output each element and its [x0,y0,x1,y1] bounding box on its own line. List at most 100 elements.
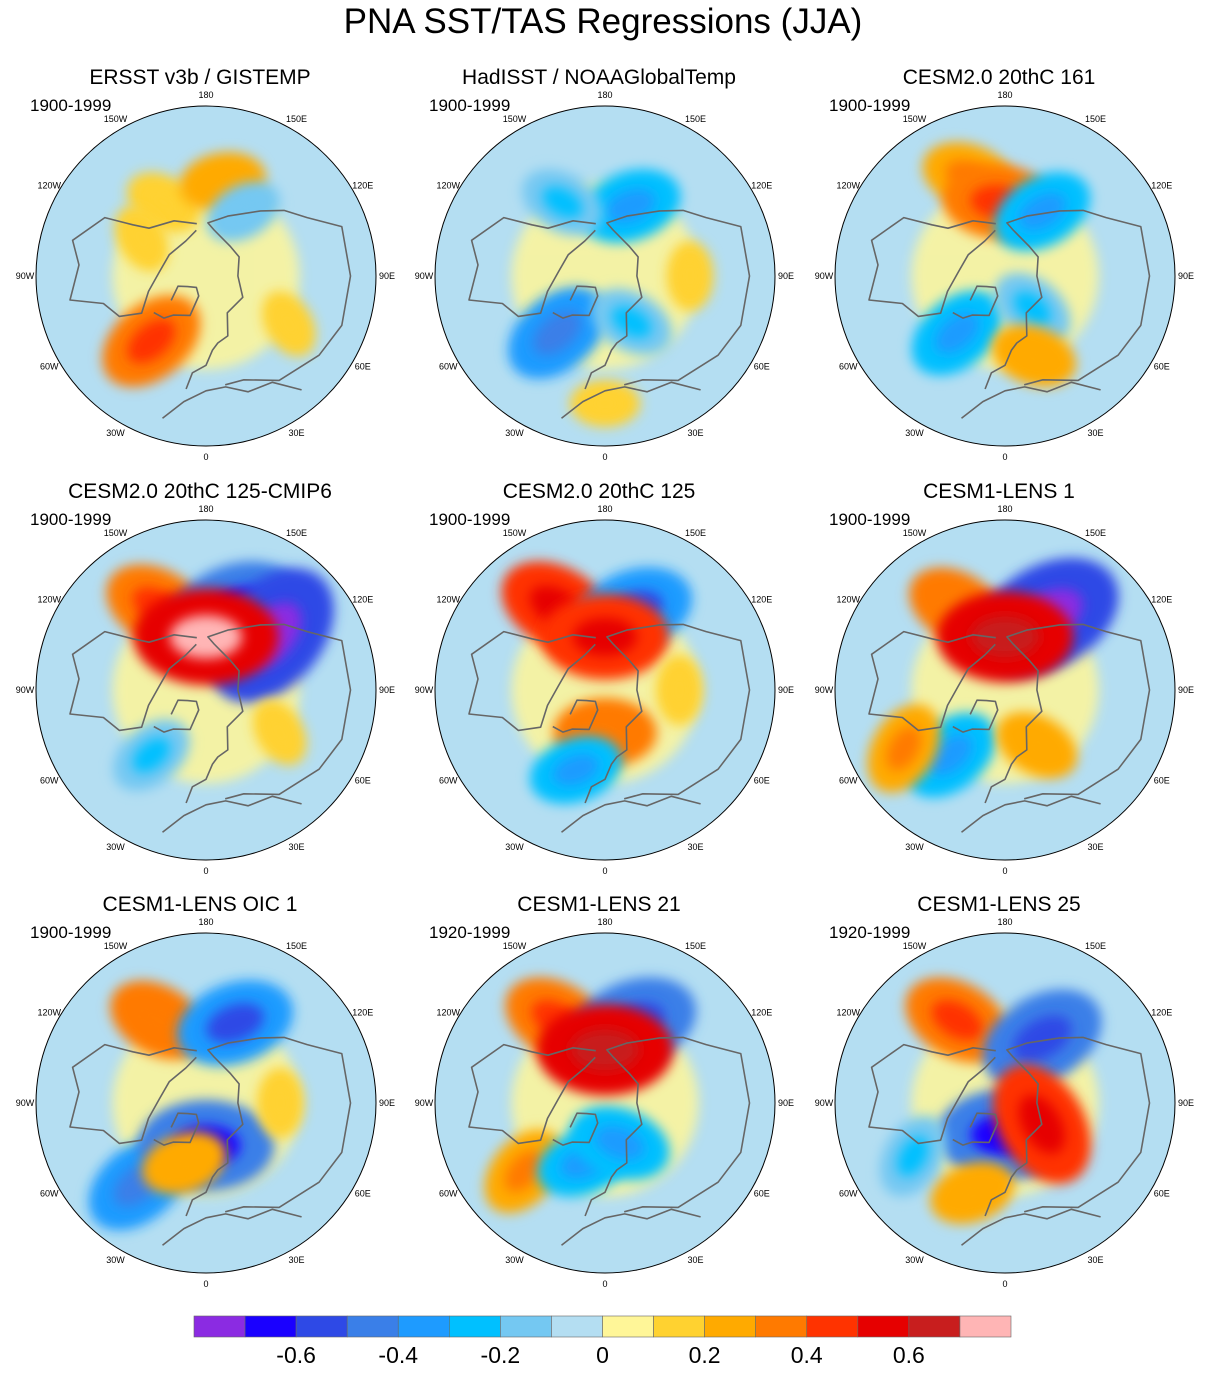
colorbar-swatch [449,1315,501,1338]
longitude-label: 120W [836,595,860,605]
anomaly-core [206,1003,264,1043]
longitude-label: 120W [436,595,460,605]
panel-period: 1900-1999 [30,923,112,942]
anomaly-core [1013,291,1051,326]
longitude-label: 90W [16,1098,35,1108]
anomaly-core [570,1029,640,1071]
longitude-label: 180 [997,90,1012,100]
panel-title: CESM1-LENS 21 [517,893,681,916]
longitude-label: 90E [379,271,395,281]
anomaly-core [605,189,656,224]
longitude-label: 0 [203,1279,208,1289]
longitude-label: 30E [687,1255,703,1265]
anomaly-core [587,392,623,415]
panel-title: CESM2.0 20thC 125 [502,480,696,503]
anomaly-core [1018,192,1066,231]
colorbar-tick-label: 0.4 [791,1342,823,1368]
longitude-label: 90E [1178,1098,1194,1108]
longitude-label: 120E [352,1008,373,1018]
panel-period: 1900-1999 [429,510,511,529]
coastline [153,1112,200,1146]
longitude-label: 120W [836,1008,860,1018]
longitude-label: 30W [106,1255,125,1265]
colorbar-swatch [244,1315,297,1338]
longitude-label: 120W [37,1008,61,1018]
panel-title: CESM2.0 20thC 161 [902,66,1096,89]
longitude-label: 60W [439,1189,458,1199]
longitude-label: 120E [751,181,772,191]
colorbar-swatch [602,1315,654,1338]
panel-period: 1900-1999 [30,510,112,529]
coastline [561,795,701,833]
longitude-label: 150E [286,941,307,951]
colorbar-swatch [704,1315,756,1338]
anomaly-core [1013,341,1055,371]
longitude-label: 90W [815,1098,834,1108]
longitude-label: 30W [905,428,924,438]
anomaly-core [935,312,980,354]
coastline [952,699,999,733]
longitude-label: 120W [37,595,61,605]
coastline [961,381,1101,419]
coastline [468,1043,596,1145]
longitude-label: 180 [597,917,612,927]
map-panel: CESM1-LENS 1 180 150E 120E 90E 60E 30E 0 30W 60W 9… [799,480,1199,892]
coastline [552,285,599,319]
anomaly-core [668,672,690,708]
longitude-label: 90E [778,1098,794,1108]
longitude-label: 180 [997,504,1012,514]
longitude-label: 90W [415,1098,434,1108]
longitude-label: 90W [415,271,434,281]
map-boundary [434,932,776,1274]
longitude-label: 0 [203,452,208,462]
coastline [468,630,596,732]
panel-title: CESM1-LENS 25 [917,893,1081,916]
anomaly-core [132,737,171,773]
colorbar-swatch [857,1315,910,1338]
longitude-label: 90W [815,685,834,695]
map-boundary [35,519,377,861]
longitude-label: 30E [288,428,304,438]
anomaly-core [134,1001,182,1039]
map-boundary [834,519,1176,861]
anomaly-core [269,1085,291,1121]
map-boundary [35,932,377,1274]
map-panel: HadISST / NOAAGlobalTemp 180 150E 120E 90E 60… [399,66,799,478]
anomaly-core [163,1148,206,1178]
panel-title: CESM1-LENS 1 [923,480,1075,503]
polar-map: 180 150E 120E 90E 60E 30E 0 30W 60W 90W 120W 150W [815,90,1194,462]
longitude-label: 150W [503,114,527,124]
longitude-label: 120E [1151,1008,1172,1018]
coastline [162,795,302,833]
coastline [952,1112,999,1146]
anomaly-core [951,1178,994,1208]
anomaly-core [169,615,243,659]
coastline [185,1036,352,1217]
coastline [868,1043,996,1145]
longitude-label: 30W [905,1255,924,1265]
longitude-label: 30W [505,842,524,852]
coastline [153,699,200,733]
polar-map: 180 150E 120E 90E 60E 30E 0 30W 60W 90W 120W 150W [815,504,1194,876]
longitude-label: 150W [503,528,527,538]
panel-period: 1900-1999 [829,96,911,115]
panel-period: 1900-1999 [829,510,911,529]
colorbar-svg: -0.6 -0.4 -0.2 0 0.2 0.4 0.6 [193,1315,1012,1368]
colorbar-swatch [193,1315,246,1338]
anomaly-core [611,306,652,338]
longitude-label: 150W [104,114,128,124]
longitude-label: 180 [597,90,612,100]
longitude-label: 60W [40,776,59,786]
coastline [984,623,1151,804]
polar-map: 180 150E 120E 90E 60E 30E 0 30W 60W 90W 120W 150W [16,504,395,876]
map-panel: CESM2.0 20thC 125 180 150E 120E 90E 60E 30E 0 30… [399,480,799,892]
longitude-label: 150E [685,114,706,124]
colorbar-tick-label: -0.4 [378,1342,418,1368]
polar-map: 180 150E 120E 90E 60E 30E 0 30W 60W 90W 120W 150W [415,917,794,1289]
longitude-label: 120E [1151,181,1172,191]
longitude-label: 120E [352,595,373,605]
panel-period: 1900-1999 [429,96,511,115]
map-panel: CESM1-LENS 21 180 150E 120E 90E 60E 30E 0 30W 60W… [399,893,799,1305]
colorbar-swatch [346,1315,399,1338]
longitude-label: 180 [997,917,1012,927]
